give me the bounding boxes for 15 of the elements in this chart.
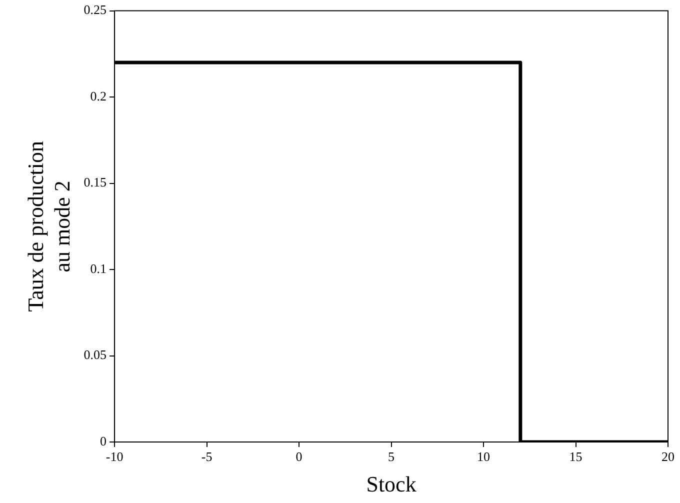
x-tick-label: 15 [569,449,582,464]
y-tick-label: 0.05 [84,347,107,362]
x-tick-label: 5 [388,449,395,464]
y-tick-label: 0 [100,433,107,448]
x-tick-label: 0 [296,449,302,464]
x-tick-label: -5 [201,449,212,464]
x-tick-label: -10 [106,449,124,464]
y-tick-label: 0.1 [90,260,107,276]
y-tick-label: 0.25 [84,2,107,18]
x-tick-label: 20 [662,449,674,464]
y-axis-title: Taux de production au mode 2 [22,141,74,312]
y-tick-label: 0.2 [90,88,107,104]
y-tick-label: 0.15 [84,174,107,190]
x-axis-title: Stock [366,472,416,497]
x-tick-label: 10 [477,449,490,464]
